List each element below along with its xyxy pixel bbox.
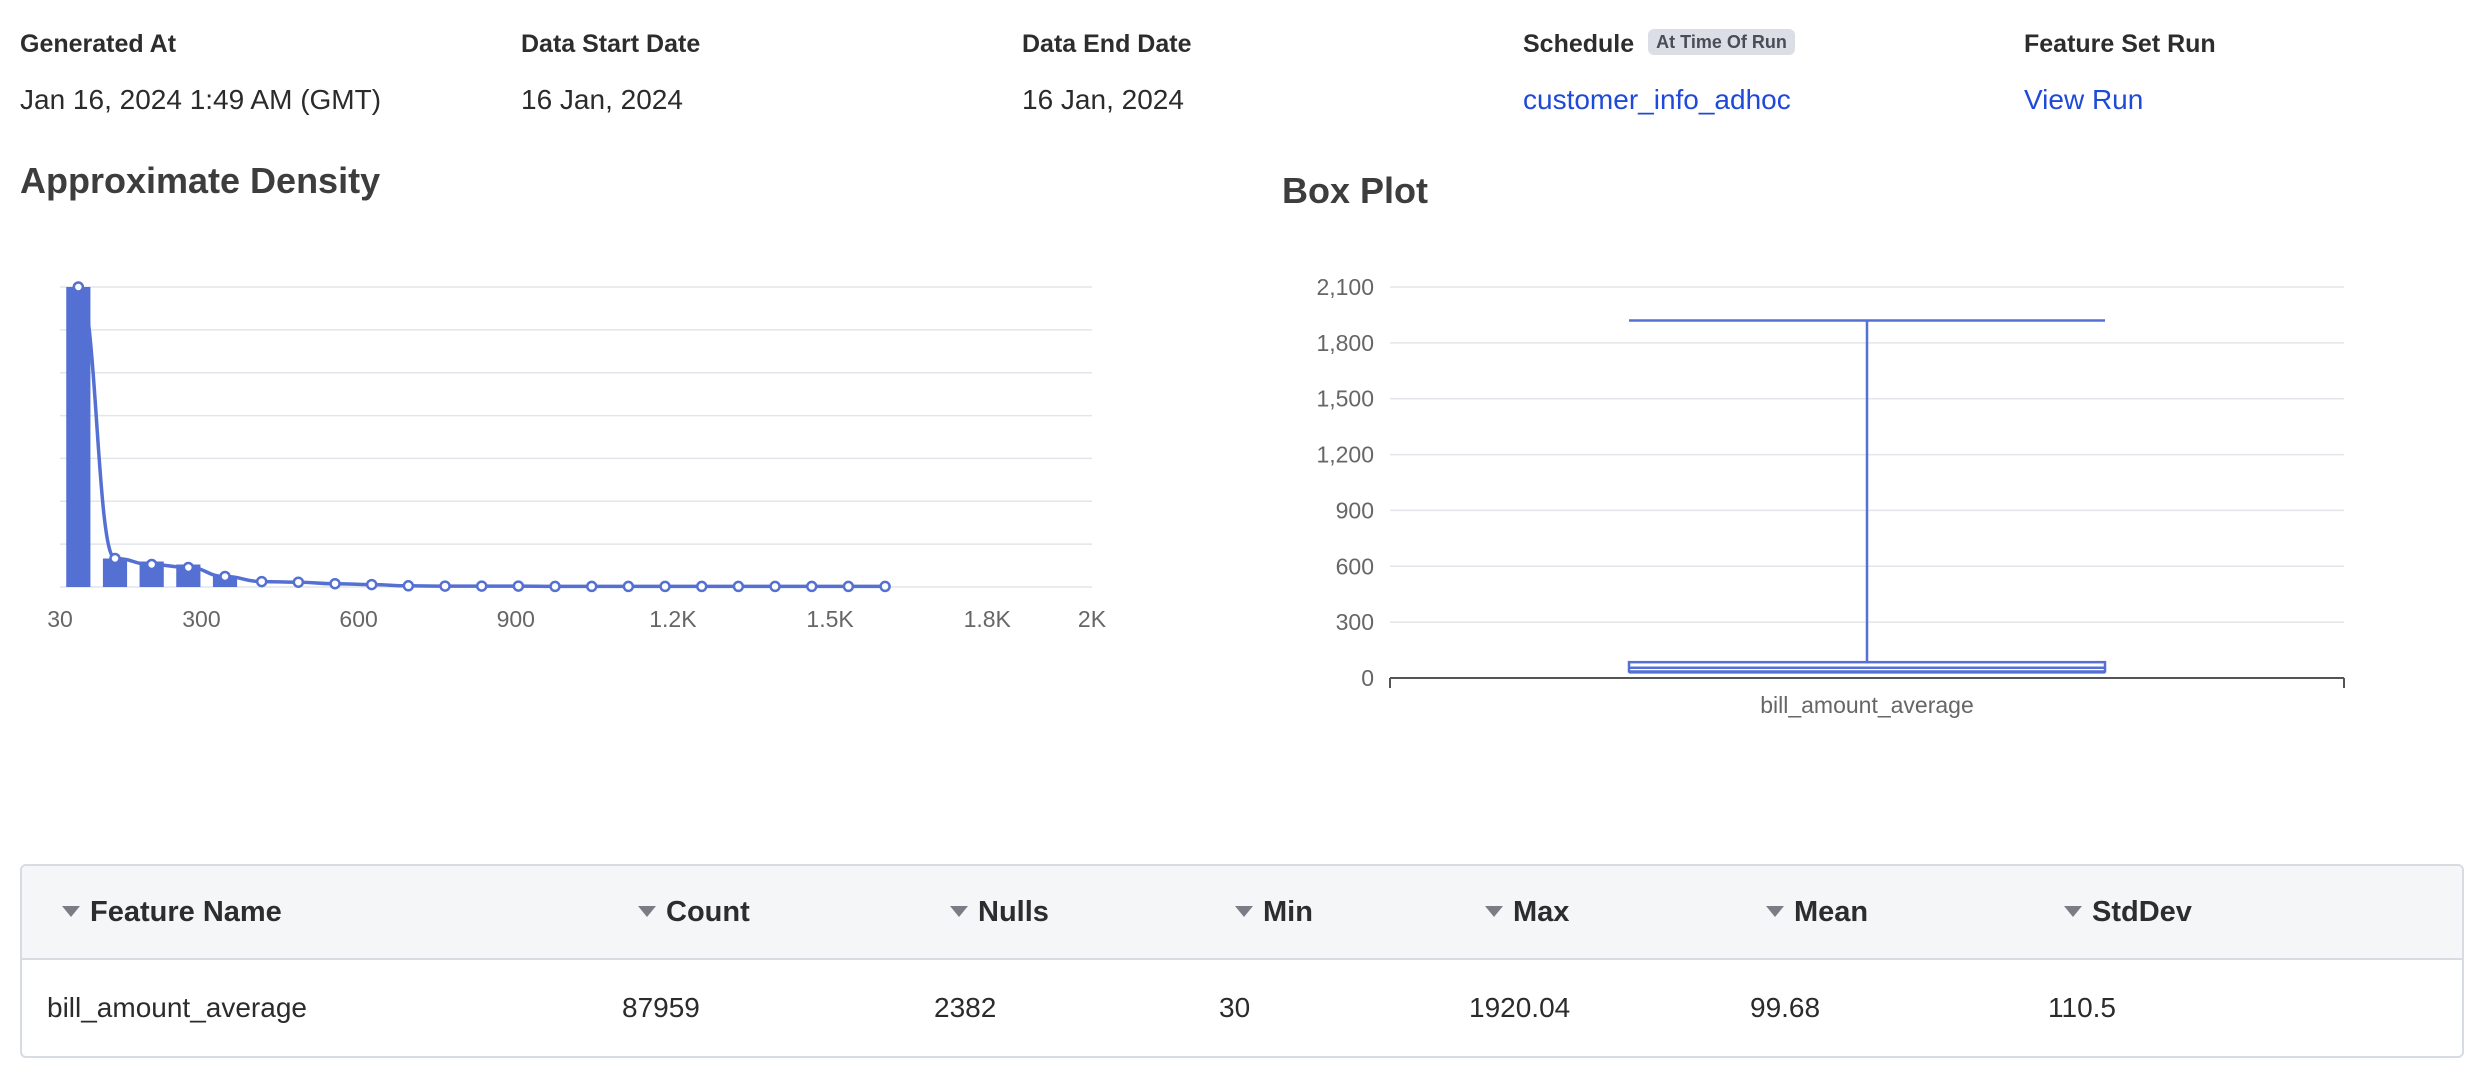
density-point (732, 580, 745, 593)
schedule-link[interactable]: customer_info_adhoc (1523, 84, 1791, 115)
density-point (769, 580, 781, 593)
density-point (842, 580, 855, 593)
density-chart-title: Approximate Density (20, 160, 381, 201)
cell-min: 30 (1219, 992, 1251, 1023)
density-bar (176, 564, 201, 587)
schedule-badge: At Time Of Run (1648, 29, 1795, 56)
sort-desc-icon (1485, 905, 1503, 917)
cell-mean: 99.68 (1750, 992, 1821, 1023)
feature-set-run-label: Feature Set Run (2024, 30, 2216, 58)
sort-desc-icon (950, 905, 968, 917)
column-header-mean[interactable]: Mean (1766, 866, 1868, 958)
density-point (622, 580, 635, 593)
box-y-tick-label: 1,200 (1316, 442, 1374, 468)
cell-feature-name: bill_amount_average (47, 992, 307, 1023)
cell-nulls: 2382 (934, 992, 997, 1023)
density-point (475, 580, 488, 592)
density-point (659, 580, 671, 593)
run-metadata: Generated At Jan 16, 2024 1:49 AM (GMT) … (0, 0, 2480, 140)
density-point (109, 552, 121, 565)
density-curve (76, 285, 886, 589)
column-header-feature-name[interactable]: Feature Name (62, 866, 282, 958)
density-x-tick-label: 1.8K (964, 606, 1012, 632)
density-point (72, 281, 85, 293)
column-header-label: Feature Name (90, 896, 282, 928)
column-header-label: Nulls (978, 896, 1049, 928)
density-bar (66, 287, 91, 587)
density-x-tick-label: 600 (339, 606, 377, 632)
column-header-count[interactable]: Count (638, 866, 750, 958)
cell-count: 87959 (622, 992, 700, 1023)
density-chart: 30 300 600 900 1.2K 1.5K 1.8K 2K (47, 281, 1107, 632)
view-run-link[interactable]: View Run (2024, 84, 2144, 115)
box-y-tick-label: 1,500 (1316, 386, 1374, 412)
density-point (585, 580, 598, 593)
box-y-tick-label: 600 (1336, 553, 1374, 579)
box-y-tick-label: 300 (1336, 609, 1374, 635)
sort-desc-icon (638, 905, 656, 917)
generated-at-label: Generated At (20, 30, 177, 58)
box-y-tick-label: 1,800 (1316, 330, 1374, 356)
cell-max: 1920.04 (1469, 992, 1571, 1023)
feature-set-run-field: Feature Set Run View Run (2024, 26, 2216, 120)
column-header-min[interactable]: Min (1235, 866, 1313, 958)
data-start-date-value: 16 Jan, 2024 (521, 84, 683, 115)
sort-desc-icon (1766, 905, 1784, 917)
column-header-label: Max (1513, 896, 1570, 928)
density-x-tick-label: 1.2K (649, 606, 697, 632)
density-point (329, 577, 341, 590)
schedule-field: Schedule At Time Of Run customer_info_adh… (1523, 26, 1795, 120)
density-point (182, 561, 195, 574)
density-point (402, 580, 415, 592)
density-point (695, 580, 708, 593)
data-end-date-field: Data End Date 16 Jan, 2024 (1022, 26, 1191, 120)
sort-desc-icon (2064, 905, 2082, 917)
column-header-nulls[interactable]: Nulls (950, 866, 1049, 958)
box-y-tick-label: 2,100 (1316, 274, 1374, 300)
density-x-tick-label: 2K (1078, 606, 1107, 632)
density-point (549, 580, 561, 593)
box-y-tick-label: 900 (1336, 497, 1374, 523)
column-header-stddev[interactable]: StdDev (2064, 866, 2192, 958)
column-header-max[interactable]: Max (1485, 866, 1569, 958)
data-start-date-field: Data Start Date 16 Jan, 2024 (521, 26, 700, 120)
box-plot-title: Box Plot (1282, 170, 1429, 211)
column-header-label: Min (1263, 896, 1313, 928)
data-start-date-label: Data Start Date (521, 30, 701, 58)
density-point (255, 575, 268, 588)
density-point (292, 576, 305, 588)
data-end-date-label: Data End Date (1022, 30, 1192, 58)
schedule-label-row: Schedule At Time Of Run (1523, 26, 1795, 62)
table-row: bill_amount_average 87959 2382 30 1920.0… (22, 960, 2462, 1056)
sort-desc-icon (1235, 905, 1253, 917)
density-point (219, 570, 231, 583)
column-header-label: Mean (1794, 896, 1869, 928)
cell-stddev: 110.5 (2048, 992, 2116, 1023)
column-header-label: Count (666, 896, 750, 928)
density-x-tick-label: 900 (497, 606, 535, 632)
data-end-date-value: 16 Jan, 2024 (1022, 84, 1184, 115)
box-y-tick-label: 0 (1361, 665, 1374, 691)
generated-at-field: Generated At Jan 16, 2024 1:49 AM (GMT) (20, 26, 381, 120)
box-plot-chart: 0 300 600 900 1,200 1,500 1,800 2,100 bill_amoun… (1316, 274, 2345, 718)
density-x-tick-label: 1.5K (806, 606, 854, 632)
density-point (439, 580, 451, 592)
density-point (805, 580, 818, 593)
density-point (145, 558, 158, 571)
density-point (365, 578, 378, 591)
schedule-label: Schedule (1523, 30, 1635, 58)
generated-at-value: Jan 16, 2024 1:49 AM (GMT) (20, 84, 382, 115)
density-point (512, 580, 525, 592)
density-x-tick-label: 300 (182, 606, 220, 632)
table-header: Feature Name Count Nulls Min Max Mean St… (22, 866, 2462, 960)
box-category-label: bill_amount_average (1760, 692, 1974, 718)
column-header-label: StdDev (2092, 896, 2192, 928)
density-x-tick-label: 30 (47, 606, 73, 632)
feature-stats-table: Feature Name Count Nulls Min Max Mean St… (20, 864, 2464, 1058)
density-point (879, 580, 891, 593)
sort-desc-icon (62, 905, 80, 917)
